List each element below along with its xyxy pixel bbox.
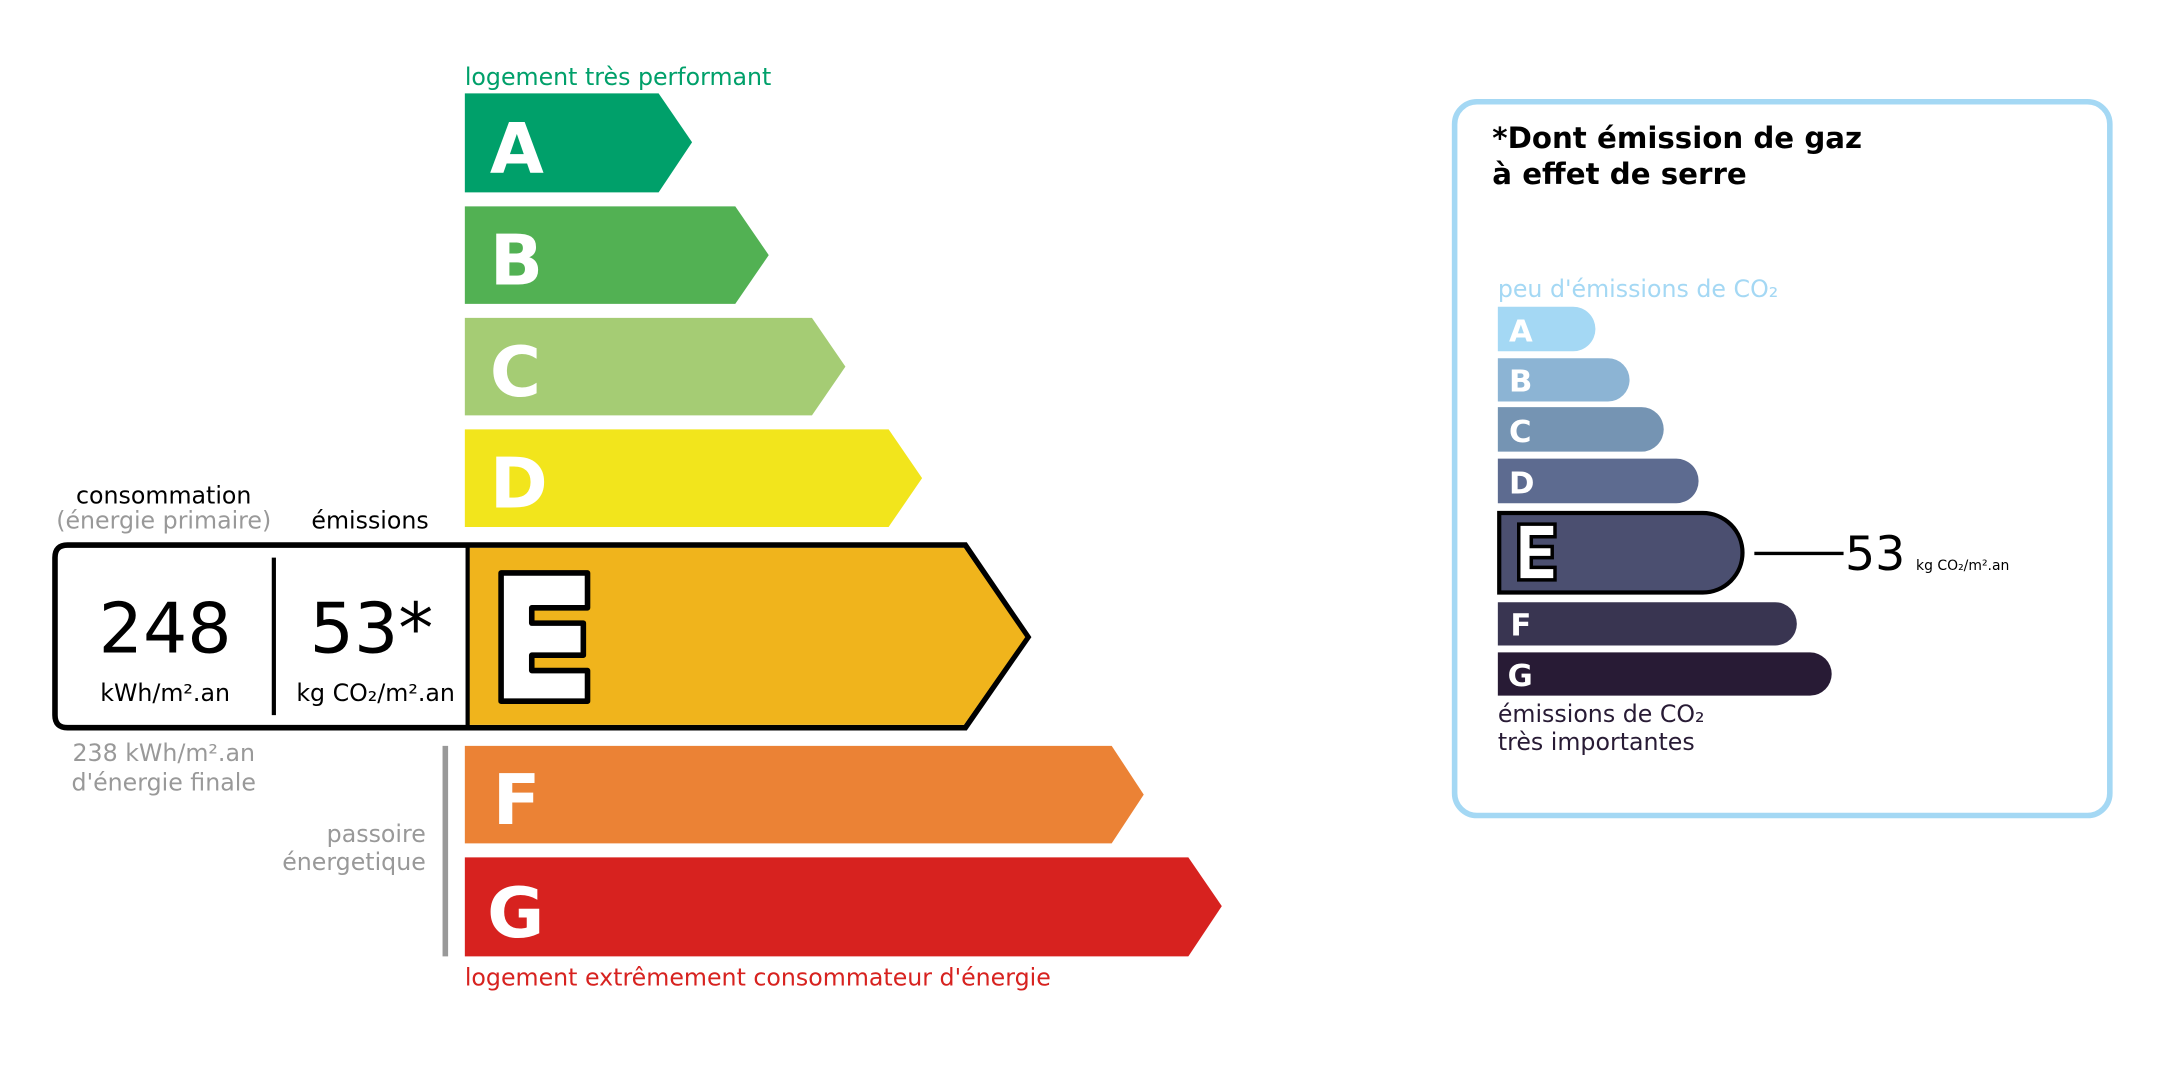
- ghg-letter-d: D: [1509, 466, 1534, 501]
- ghg-letter-c: C: [1509, 415, 1531, 450]
- energy-bar-e: [467, 547, 1026, 725]
- ghg-class-g: G: [1497, 652, 1832, 696]
- emissions-header: émissions: [311, 506, 428, 534]
- energy-letter-b: B: [490, 220, 543, 301]
- ghg-class-e-current: 53 kg CO₂/m².an: [1497, 510, 2009, 595]
- ghg-class-f: F: [1497, 602, 1797, 646]
- consumption-header: consommation: [76, 481, 251, 509]
- ghg-bar-g: [1497, 652, 1832, 696]
- ghg-bar-c: [1497, 407, 1664, 452]
- emissions-unit: kg CO₂/m².an: [296, 679, 455, 707]
- ghg-class-c: C: [1497, 407, 1664, 452]
- final-energy-line1: 238 kWh/m².an: [72, 739, 255, 767]
- energy-class-f: F: [464, 745, 1144, 844]
- energy-class-a: A: [464, 93, 693, 193]
- ghg-letter-a: A: [1509, 315, 1533, 350]
- consumption-value: 248: [99, 588, 232, 669]
- energy-letter-g: G: [487, 873, 544, 954]
- passoire-line2: énergetique: [282, 848, 426, 876]
- ghg-class-a: A: [1497, 306, 1596, 352]
- energy-class-b: B: [464, 206, 769, 304]
- energy-class-d: D: [464, 429, 923, 527]
- energy-letter-e-outlined: [498, 570, 591, 704]
- ghg-letter-g: G: [1508, 659, 1533, 694]
- energy-bar-g: [464, 857, 1222, 957]
- ghg-bar-f: [1497, 602, 1797, 646]
- energy-letter-c: C: [490, 332, 541, 413]
- ghg-top-label: peu d'émissions de CO₂: [1498, 275, 1778, 303]
- energy-letter-d: D: [490, 443, 548, 524]
- energy-class-g: G: [464, 857, 1222, 957]
- ghg-letter-b: B: [1509, 365, 1532, 400]
- ghg-bottom-label-line1: émissions de CO₂: [1498, 700, 1705, 728]
- ghg-letter-e-outlined: [1517, 522, 1557, 582]
- energy-letter-a: A: [490, 109, 544, 190]
- ghg-title-line2: à effet de serre: [1492, 157, 1747, 191]
- ghg-class-b: B: [1497, 358, 1630, 402]
- ghg-value: 53: [1845, 527, 1905, 582]
- energy-class-c: C: [464, 317, 846, 416]
- energy-bar-a: [464, 93, 693, 193]
- energy-top-label: logement très performant: [465, 63, 772, 91]
- ghg-bar-e: [1497, 510, 1745, 595]
- ghg-bottom-label-line2: très importantes: [1498, 728, 1695, 756]
- ghg-bar-a: [1497, 306, 1596, 352]
- energy-letter-f: F: [493, 760, 541, 841]
- ghg-unit: kg CO₂/m².an: [1916, 558, 2009, 574]
- ghg-bar-d: [1497, 458, 1699, 504]
- ghg-title-line1: *Dont émission de gaz: [1492, 121, 1862, 155]
- energy-class-e-current: 248 kWh/m².an 53* kg CO₂/m².an: [52, 542, 1032, 731]
- ghg-bar-b: [1497, 358, 1630, 402]
- energy-bar-c: [464, 317, 846, 416]
- energy-bar-b: [464, 206, 769, 304]
- energy-bottom-label: logement extrêmement consommateur d'éner…: [465, 964, 1051, 992]
- passoire-line1: passoire: [327, 820, 426, 848]
- final-energy-line2: d'énergie finale: [72, 768, 256, 796]
- ghg-letter-f: F: [1510, 609, 1531, 644]
- ghg-class-d: D: [1497, 458, 1699, 504]
- energy-bar-d: [464, 429, 923, 527]
- energy-bar-f: [464, 745, 1144, 844]
- emissions-value: 53*: [310, 588, 434, 669]
- consumption-subheader: (énergie primaire): [56, 506, 271, 534]
- consumption-unit: kWh/m².an: [100, 679, 230, 707]
